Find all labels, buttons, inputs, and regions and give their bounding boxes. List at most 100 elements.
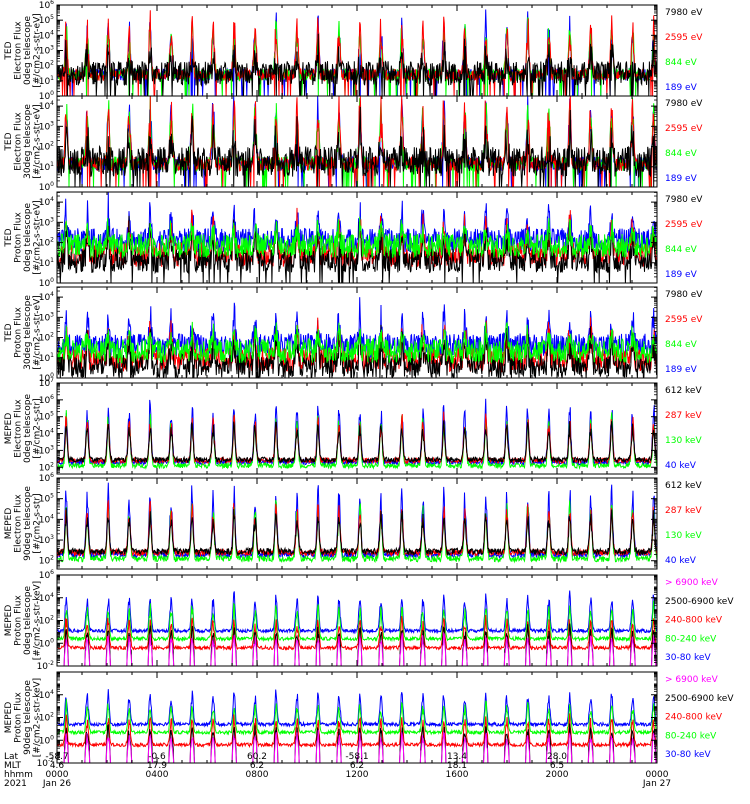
y-tick-exponent: 1 — [50, 75, 54, 82]
trace-blue — [57, 398, 657, 467]
x-tick-label: Jan 27 — [642, 779, 671, 789]
x-tick-label: 6.2 — [350, 761, 364, 771]
y-axis-label-line: [#/cm2-s-str-eV] — [33, 200, 43, 275]
legend-entry-blue: 189 eV — [665, 270, 698, 280]
y-axis-label-line: 0deg telescope — [23, 16, 33, 86]
y-axis-label-line: MEPED — [4, 702, 14, 734]
y-tick-label: 101 — [39, 352, 54, 364]
y-tick-exponent: 2 — [50, 712, 54, 719]
y-tick-label: 101 — [39, 75, 54, 87]
y-axis-label-line: TED — [4, 132, 14, 151]
y-tick-exponent: 4 — [50, 428, 54, 435]
x-tick-label: 1600 — [446, 770, 469, 780]
x-tick-label: 0800 — [246, 770, 269, 780]
y-axis-label-line: Electron Flux — [14, 399, 24, 458]
y-tick-base: 10 — [39, 102, 51, 112]
x-tick-label: 2000 — [546, 770, 569, 780]
y-axis-label-line: TED — [4, 228, 14, 247]
y-tick-base: 10 — [37, 662, 49, 672]
y-tick-exponent: 6 — [50, 394, 54, 401]
y-tick-base: 10 — [39, 122, 51, 132]
y-tick-base: 10 — [39, 313, 51, 323]
legend-entry-magenta: > 6900 keV — [665, 578, 719, 588]
y-tick-exponent: 6 — [50, 472, 54, 479]
y-tick-exponent: 2 — [50, 60, 54, 67]
x-tick-label: 17.9 — [147, 761, 167, 771]
y-tick-label: 102 — [39, 332, 54, 344]
panel-frame — [56, 671, 658, 764]
y-tick-base: 10 — [39, 639, 51, 649]
y-tick-base: 10 — [39, 62, 51, 72]
y-tick-label: 105 — [39, 14, 54, 26]
y-tick-exponent: 2 — [50, 461, 54, 468]
legend-entry-black: 612 keV — [665, 481, 702, 491]
y-axis-label: TED Electron Flux 30deg telescope [#/cm2-s-… — [4, 104, 43, 179]
y-tick-exponent: 3 — [50, 534, 54, 541]
y-tick-label: 102 — [39, 237, 54, 249]
x-tick-label: 1200 — [346, 770, 369, 780]
trace-red — [57, 614, 657, 652]
x-tick-label: 0400 — [146, 770, 169, 780]
y-tick-exponent: 1 — [50, 257, 54, 264]
y-axis-label-line: TED — [4, 41, 14, 60]
legend-entry-red: 287 keV — [665, 411, 702, 421]
y-tick-exponent: 4 — [50, 29, 54, 36]
trace-green — [57, 216, 657, 258]
y-tick-label: 102 — [39, 555, 54, 567]
y-tick-label: 106 — [39, 569, 54, 581]
legend-entry-green: 844 eV — [665, 245, 698, 255]
trace-black — [57, 106, 657, 187]
y-tick-label: 102 — [39, 615, 54, 627]
x-tick-label: 60.2 — [247, 752, 267, 762]
x-tick-label: 0000 — [646, 770, 669, 780]
legend-entry-green: 844 eV — [665, 149, 698, 159]
y-tick-exponent: 6 — [50, 569, 54, 576]
legend-entry-green: 130 keV — [665, 531, 702, 541]
panel-traces — [57, 192, 657, 283]
legend-entry-black: 2500-6900 keV — [665, 694, 734, 704]
y-tick-label: 104 — [39, 513, 54, 525]
x-tick-label: 4.6 — [50, 761, 65, 771]
y-tick-label: 106 — [39, 472, 54, 484]
x-row-label: 2021 — [4, 779, 27, 789]
x-tick-label: 0000 — [46, 770, 69, 780]
y-axis-label-line: MEPED — [4, 605, 14, 637]
y-axis-label-line: MEPED — [4, 508, 14, 540]
legend-entry-black: 2500-6900 keV — [665, 597, 734, 607]
x-tick-label: Jan 26 — [42, 779, 71, 789]
y-tick-label: 100 — [39, 637, 54, 649]
y-tick-base: 10 — [39, 413, 51, 423]
y-axis-label: MEPED Proton Flux 90deg telescope [#/cm2-s-… — [4, 678, 43, 757]
y-tick-label: 101 — [39, 161, 54, 173]
trace-black — [57, 324, 657, 378]
panel-traces — [57, 689, 657, 763]
y-tick-label: 102 — [39, 60, 54, 72]
y-axis-label-line: [#/cm2-s-str-keV] — [33, 581, 43, 660]
x-tick-label: 13.4 — [447, 752, 467, 762]
y-tick-base: 10 — [39, 92, 51, 102]
y-axis-label-line: 30deg telescope — [23, 104, 33, 179]
y-tick-base: 10 — [39, 736, 51, 746]
y-axis-label-line: 0deg telescope — [23, 586, 33, 656]
y-tick-label: 103 — [39, 311, 54, 323]
legend-entry-red: 287 keV — [665, 506, 702, 516]
x-row-label: MLT — [4, 761, 22, 771]
trace-red — [57, 713, 657, 749]
y-axis-label-line: Proton Flux — [14, 595, 24, 646]
y-tick-label: 104 — [39, 428, 54, 440]
y-tick-exponent: 0 — [50, 637, 54, 644]
y-axis-label: MEPED Electron Flux 90deg telescope [#/cm2-… — [4, 486, 43, 561]
y-tick-label: 104 — [39, 592, 54, 604]
y-axis-label: TED Electron Flux 0deg telescope [#/cm2-s-s… — [4, 13, 43, 88]
y-tick-base: 10 — [39, 536, 51, 546]
y-axis-label-line: 0deg telescope — [23, 203, 33, 273]
y-tick-base: 10 — [39, 714, 51, 724]
trace-green — [57, 321, 657, 365]
legend-entry-red: 2595 eV — [665, 220, 703, 230]
y-tick-exponent: 3 — [50, 311, 54, 318]
